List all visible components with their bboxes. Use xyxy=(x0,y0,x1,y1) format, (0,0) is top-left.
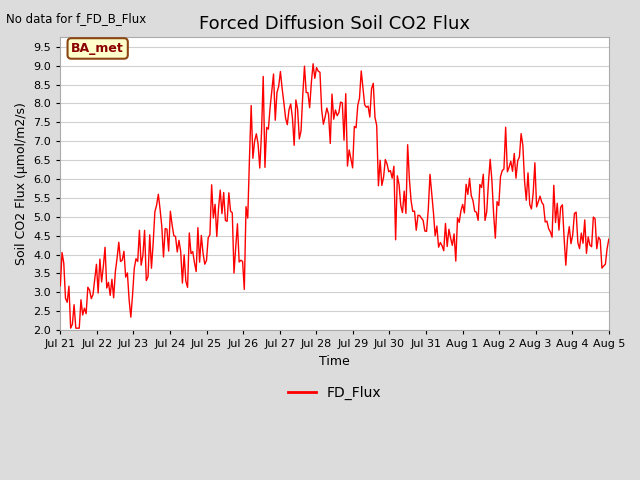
Title: Forced Diffusion Soil CO2 Flux: Forced Diffusion Soil CO2 Flux xyxy=(199,15,470,33)
Legend: FD_Flux: FD_Flux xyxy=(282,380,387,405)
Text: BA_met: BA_met xyxy=(71,42,124,55)
Text: No data for f_FD_B_Flux: No data for f_FD_B_Flux xyxy=(6,12,147,25)
X-axis label: Time: Time xyxy=(319,355,350,368)
Y-axis label: Soil CO2 Flux (μmol/m2/s): Soil CO2 Flux (μmol/m2/s) xyxy=(15,102,28,265)
